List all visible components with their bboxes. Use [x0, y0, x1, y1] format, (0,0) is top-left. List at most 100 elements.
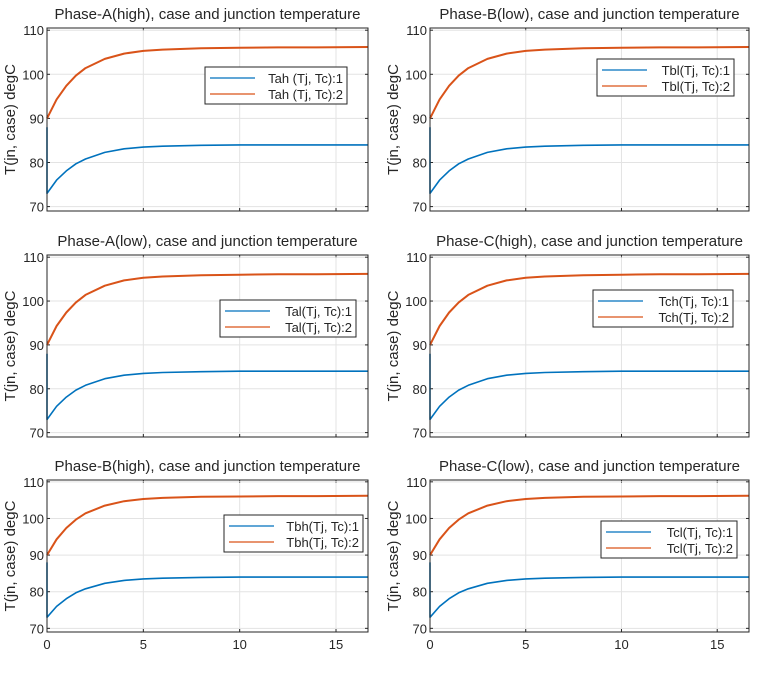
legend-label: Tah (Tj, Tc):1 — [268, 71, 343, 86]
subplot-4: 70 80 90 100 110 Phase-C(high), case and junc… — [385, 233, 750, 441]
y-tick-label: 100 — [405, 67, 427, 82]
plot-area — [47, 255, 368, 437]
series-line-1 — [46, 127, 368, 195]
series-line-2 — [429, 272, 750, 346]
x-tick-label: 0 — [426, 637, 433, 652]
legend-box — [219, 299, 357, 338]
subplot-3: 70 80 90 100 110 Phase-A(low), case and junct… — [2, 233, 369, 441]
y-tick-label: 80 — [30, 382, 44, 397]
x-tick-label: 10 — [614, 637, 628, 652]
y-tick-label: 90 — [413, 338, 427, 353]
series-line-2 — [46, 46, 369, 119]
legend-label: Tbh(Tj, Tc):1 — [286, 519, 359, 534]
series-line-2 — [429, 494, 750, 556]
x-tick-label: 10 — [232, 637, 246, 652]
axes-box — [429, 27, 750, 212]
y-tick-label: 80 — [30, 155, 44, 170]
series-line-2 — [46, 494, 369, 556]
subplot-title: Phase-C(high), case and junction tempera… — [436, 233, 743, 250]
plot-area — [430, 28, 749, 211]
axes-box — [46, 479, 369, 633]
x-tick-label: 15 — [710, 637, 724, 652]
y-tick-label: 100 — [22, 67, 44, 82]
y-axis-label: T(jn, case) degC — [2, 64, 19, 175]
y-tick-label: 100 — [405, 294, 427, 309]
y-tick-label: 110 — [406, 475, 427, 490]
x-tick-label: 5 — [140, 637, 147, 652]
y-tick-label: 70 — [30, 200, 44, 215]
y-tick-label: 70 — [30, 426, 44, 441]
y-tick-label: 70 — [30, 621, 44, 636]
plot-area — [430, 255, 749, 437]
y-axis-label: T(jn, case) degC — [2, 290, 19, 401]
plot-area — [47, 480, 368, 632]
y-tick-label: 70 — [413, 200, 427, 215]
legend-label: Tal(Tj, Tc):2 — [285, 320, 352, 335]
legend-box — [600, 520, 738, 559]
subplot-1: 70 80 90 100 110 Phase-A(high), case and junc… — [2, 6, 369, 215]
series-line-2 — [429, 46, 750, 119]
legend-box — [592, 289, 734, 328]
series-line-1 — [429, 353, 749, 421]
y-tick-label: 90 — [30, 548, 44, 563]
axes-box — [429, 254, 750, 438]
y-tick-label: 110 — [23, 23, 44, 38]
plot-area — [47, 28, 368, 211]
subplot-title: Phase-A(low), case and junction temperat… — [57, 233, 357, 250]
x-tick-label: 15 — [329, 637, 343, 652]
legend-box — [596, 58, 735, 97]
series-line-1 — [429, 127, 749, 195]
y-tick-label: 80 — [413, 382, 427, 397]
series-line-1 — [429, 562, 749, 619]
legend-label: Tbl(Tj, Tc):2 — [662, 79, 730, 94]
y-tick-label: 90 — [30, 338, 44, 353]
legend-label: Tal(Tj, Tc):1 — [285, 304, 352, 319]
series-line-2 — [46, 272, 369, 346]
y-tick-label: 90 — [413, 548, 427, 563]
y-axis-label: T(jn, case) degC — [385, 290, 402, 401]
axes-box — [429, 479, 750, 633]
y-tick-label: 110 — [23, 250, 44, 265]
y-tick-label: 110 — [23, 475, 44, 490]
y-tick-label: 70 — [413, 621, 427, 636]
legend-label: Tch(Tj, Tc):2 — [658, 310, 729, 325]
subplot-title: Phase-B(low), case and junction temperat… — [439, 6, 739, 23]
subplot-title: Phase-A(high), case and junction tempera… — [54, 6, 360, 23]
x-tick-label: 5 — [522, 637, 529, 652]
subplot-title: Phase-B(high), case and junction tempera… — [54, 458, 360, 475]
legend-label: Tbh(Tj, Tc):2 — [286, 535, 359, 550]
y-axis-label: T(jn, case) degC — [2, 500, 19, 611]
series-line-1 — [46, 353, 368, 421]
legend-label: Tch(Tj, Tc):1 — [658, 294, 729, 309]
subplot-2: 70 80 90 100 110 Phase-B(low), case and junct… — [385, 6, 750, 215]
subplot-title: Phase-C(low), case and junction temperat… — [439, 458, 740, 475]
subplot-6: 0 5 10 15 70 80 90 100 110 Phase-C(low), case and… — [385, 458, 750, 652]
y-tick-label: 80 — [413, 155, 427, 170]
y-tick-label: 90 — [30, 111, 44, 126]
legend-label: Tcl(Tj, Tc):2 — [667, 541, 733, 556]
y-tick-label: 110 — [406, 250, 427, 265]
y-axis-label: T(jn, case) degC — [385, 64, 402, 175]
legend-label: Tbl(Tj, Tc):1 — [662, 63, 730, 78]
y-tick-label: 100 — [22, 294, 44, 309]
y-tick-label: 70 — [413, 426, 427, 441]
series-line-1 — [46, 562, 368, 619]
y-tick-label: 90 — [413, 111, 427, 126]
axes-box — [46, 27, 369, 212]
legend-box — [204, 66, 348, 105]
y-tick-label: 100 — [405, 511, 427, 526]
y-tick-label: 100 — [22, 511, 44, 526]
subplot-5: 0 5 10 15 70 80 90 100 110 Phase-B(high), case an… — [2, 458, 369, 652]
legend-label: Tah (Tj, Tc):2 — [268, 87, 343, 102]
y-tick-label: 110 — [406, 23, 427, 38]
y-tick-label: 80 — [30, 585, 44, 600]
y-axis-label: T(jn, case) degC — [385, 500, 402, 611]
y-tick-label: 80 — [413, 585, 427, 600]
x-tick-label: 0 — [43, 637, 50, 652]
